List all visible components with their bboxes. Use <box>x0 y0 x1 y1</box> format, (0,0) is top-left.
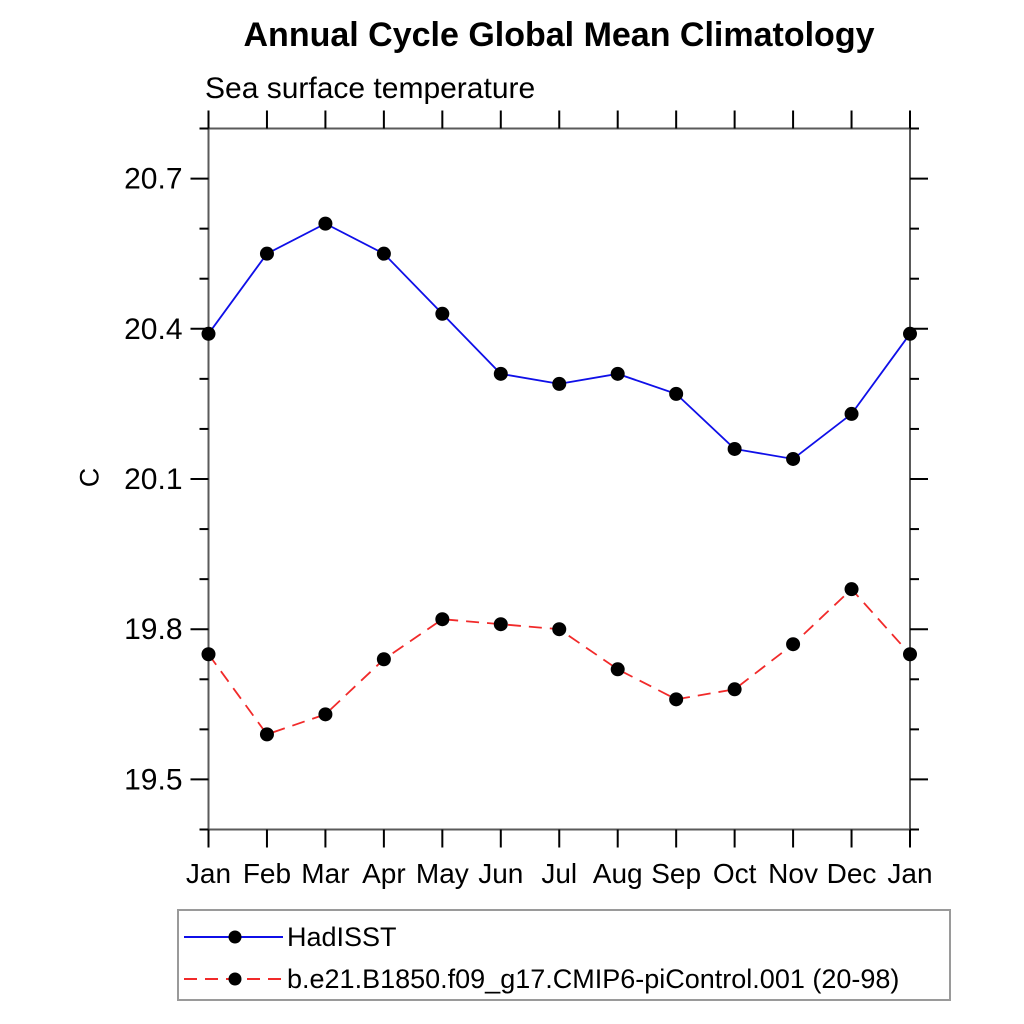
series-line-model <box>207 587 911 736</box>
data-point-marker <box>786 637 801 652</box>
chart-title: Annual Cycle Global Mean Climatology <box>243 16 875 54</box>
data-point-marker <box>435 612 450 627</box>
legend-label: b.e21.B1850.f09_g17.CMIP6-piControl.001 … <box>287 963 900 994</box>
data-point-marker <box>318 216 333 231</box>
y-tick-label: 20.1 <box>124 463 182 496</box>
data-point-marker <box>376 246 391 261</box>
x-tick-label: Jan <box>186 858 231 889</box>
series-line-hadisst <box>207 222 911 460</box>
data-point-marker <box>318 707 333 722</box>
legend-item-hadisst: HadISST <box>183 916 397 958</box>
y-tick-label: 19.8 <box>124 613 182 646</box>
data-point-marker <box>552 376 567 391</box>
x-tick-label: Jul <box>541 858 577 889</box>
legend-box: HadISST b.e21.B1850.f09_g17.CMIP6-piCont… <box>177 909 951 1001</box>
data-point-marker <box>610 366 625 381</box>
x-tick-label: Mar <box>301 858 349 889</box>
data-point-marker <box>844 582 859 597</box>
data-point-marker <box>786 451 801 466</box>
data-point-marker <box>610 662 625 677</box>
data-point-marker <box>376 652 391 667</box>
y-tick-label: 19.5 <box>124 763 182 796</box>
data-point-marker <box>727 441 742 456</box>
x-tick-label: Feb <box>243 858 291 889</box>
x-tick-label: Jun <box>478 858 523 889</box>
legend-item-model: b.e21.B1850.f09_g17.CMIP6-piControl.001 … <box>183 958 899 1000</box>
x-tick-label: May <box>416 858 469 889</box>
data-point-marker <box>493 366 508 381</box>
x-tick-label: Apr <box>362 858 406 889</box>
legend-marker-icon <box>228 972 242 986</box>
x-tick-label: Nov <box>768 858 818 889</box>
x-tick-label: Aug <box>593 858 643 889</box>
data-point-marker <box>201 647 216 662</box>
x-tick-label: Oct <box>713 858 757 889</box>
data-point-marker <box>903 647 917 662</box>
data-point-marker <box>844 406 859 421</box>
data-point-marker <box>903 326 917 341</box>
data-point-marker <box>669 386 684 401</box>
data-point-marker <box>435 306 450 321</box>
data-point-marker <box>259 246 274 261</box>
y-tick-label: 20.4 <box>124 313 182 346</box>
legend-line-sample-model <box>184 972 283 986</box>
y-tick-label: 20.7 <box>124 163 182 196</box>
data-point-marker <box>259 727 274 742</box>
data-point-marker <box>493 617 508 632</box>
legend-label: HadISST <box>287 921 397 952</box>
data-point-marker <box>201 326 216 341</box>
chart-subtitle: Sea surface temperature <box>205 72 536 105</box>
legend-line-sample-hadisst <box>184 930 283 944</box>
x-tick-label: Dec <box>827 858 877 889</box>
x-tick-label: Jan <box>887 858 932 889</box>
data-point-marker <box>669 692 684 707</box>
legend-marker-icon <box>228 930 242 944</box>
data-point-marker <box>552 622 567 637</box>
data-point-marker <box>727 682 742 697</box>
x-tick-label: Sep <box>651 858 701 889</box>
